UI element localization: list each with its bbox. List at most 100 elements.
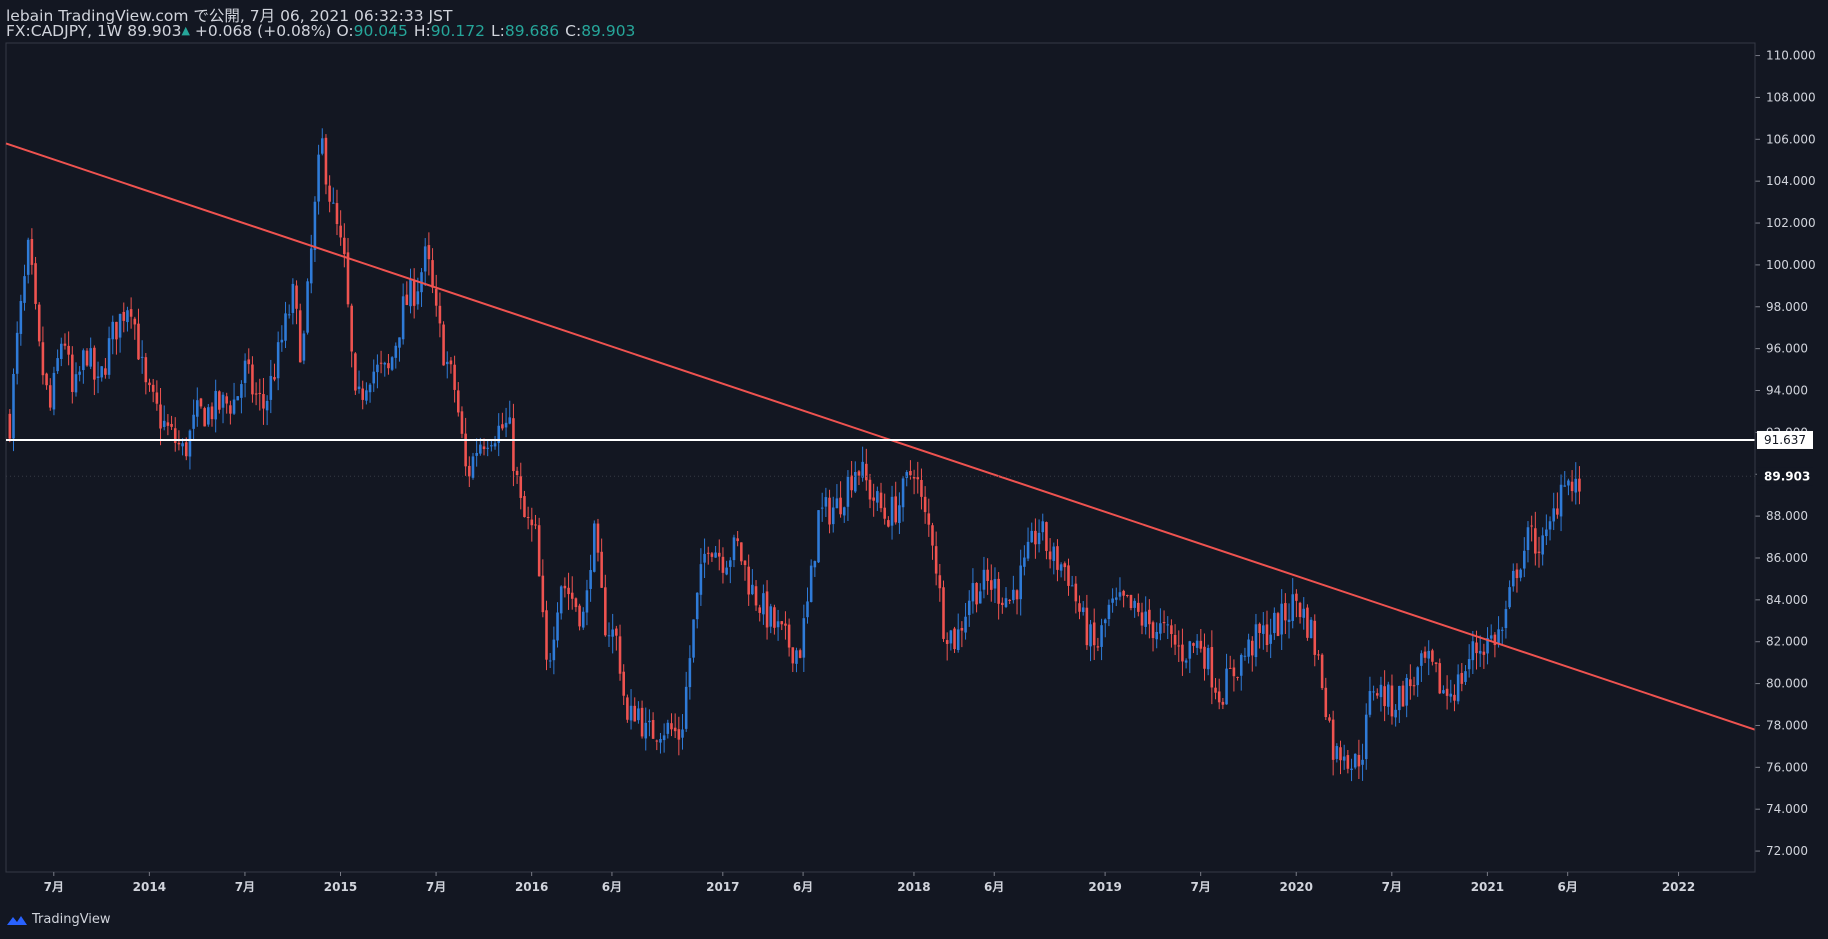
candle-body xyxy=(890,496,894,526)
candle-body xyxy=(1236,676,1239,678)
candle-body xyxy=(262,394,265,409)
candle-body xyxy=(541,575,545,613)
candle-body xyxy=(1287,619,1291,622)
candle-body xyxy=(1265,624,1269,646)
candle-body xyxy=(434,289,438,306)
candle-body xyxy=(1342,756,1346,761)
candle-body xyxy=(681,729,684,738)
candle-body xyxy=(931,525,934,546)
candle-body xyxy=(1335,746,1339,759)
candle-body xyxy=(129,309,133,317)
publish-info: lebain TradingView.com で公開, 7月 06, 2021 … xyxy=(6,4,452,26)
candle-body xyxy=(1387,684,1390,707)
candle-body xyxy=(177,442,181,445)
candle-body xyxy=(923,496,927,513)
time-tick-label: 2019 xyxy=(1088,880,1121,894)
candle-body xyxy=(1173,634,1177,645)
candle-body xyxy=(563,585,567,589)
time-axis[interactable]: 7月 2014 7月 2015 7月 2016 6月 2017 6月 2018 6月 2019 7月 20… xyxy=(44,872,1696,894)
candle-body xyxy=(721,556,725,573)
symbol-name[interactable]: FX:CADJPY, 1W xyxy=(6,22,123,40)
candle-body xyxy=(559,586,563,614)
candle-body xyxy=(949,630,953,644)
candle-body xyxy=(898,505,901,523)
candle-body xyxy=(530,519,534,526)
candle-body xyxy=(416,291,420,305)
candle-body xyxy=(802,618,806,658)
candle-body xyxy=(383,362,387,365)
price-tick-label: 108.000 xyxy=(1766,90,1816,104)
time-tick-label: 7月 xyxy=(426,880,446,894)
candle-body xyxy=(1144,611,1147,627)
candle-body xyxy=(695,592,699,620)
candle-body xyxy=(1339,747,1342,761)
candle-body xyxy=(486,447,489,449)
candle-body xyxy=(1155,631,1158,640)
candle-body xyxy=(883,507,886,519)
candle-body xyxy=(1438,663,1442,694)
candle-body xyxy=(1151,622,1155,639)
candle-body xyxy=(1431,650,1434,662)
candle-body xyxy=(273,377,276,380)
candle-body xyxy=(754,586,758,606)
candle-body xyxy=(490,445,493,447)
candle-body xyxy=(354,353,357,391)
candle-body xyxy=(1537,551,1541,553)
candle-body xyxy=(56,358,59,372)
candle-body xyxy=(63,343,67,346)
candle-body xyxy=(1074,583,1078,602)
price-tick-label: 82.000 xyxy=(1766,635,1808,649)
candle-body xyxy=(188,430,192,457)
candle-body xyxy=(1122,590,1125,596)
candle-body xyxy=(714,552,717,558)
candle-body xyxy=(1508,587,1511,608)
candle-body xyxy=(1504,609,1508,629)
candle-body xyxy=(140,356,144,358)
candle-body xyxy=(1331,719,1335,760)
candle-body xyxy=(30,238,34,265)
candle-body xyxy=(659,739,662,743)
candle-body xyxy=(1210,647,1214,688)
candle-body xyxy=(1284,603,1287,621)
time-tick-label: 2017 xyxy=(706,880,739,894)
candle-body xyxy=(144,357,148,383)
time-tick-label: 7月 xyxy=(44,880,64,894)
candle-body xyxy=(688,658,692,688)
candle-body xyxy=(1328,717,1331,721)
candle-body xyxy=(1471,641,1475,661)
candle-body xyxy=(894,496,898,523)
tradingview-watermark[interactable]: TradingView xyxy=(6,912,111,927)
price-tick-label: 86.000 xyxy=(1766,551,1808,565)
candle-body xyxy=(453,364,456,390)
candle-body xyxy=(993,579,997,589)
candle-body xyxy=(1453,694,1456,701)
candle-body xyxy=(1464,671,1467,682)
candle-body xyxy=(243,360,247,383)
candle-body xyxy=(637,708,640,721)
candle-body xyxy=(699,564,703,595)
last-price-label: 89.903 xyxy=(1764,469,1810,483)
candle-body xyxy=(324,137,328,185)
candle-body xyxy=(159,404,162,429)
trendline[interactable] xyxy=(5,142,1756,731)
candle-body xyxy=(26,239,30,275)
candle-body xyxy=(1350,768,1353,771)
candle-body xyxy=(247,359,251,365)
candle-body xyxy=(1306,607,1309,638)
candle-body xyxy=(1034,530,1037,545)
candle-body xyxy=(118,313,122,338)
candle-body xyxy=(1262,625,1265,634)
price-axis[interactable]: 110.000 108.000 106.000 104.000 102.000 100.0… xyxy=(1754,43,1816,872)
price-tick-label: 72.000 xyxy=(1766,844,1808,858)
candle-body xyxy=(423,246,427,272)
candle-body xyxy=(1228,667,1232,669)
candle-body xyxy=(784,623,787,626)
candle-body xyxy=(365,390,368,401)
candle-body xyxy=(1541,535,1544,555)
candle-body xyxy=(196,400,199,417)
tradingview-logo-icon xyxy=(7,915,27,925)
candle-body xyxy=(471,456,475,478)
symbol-legend[interactable]: FX:CADJPY, 1W 89.903▲ +0.068 (+0.08%) O:90… xyxy=(6,22,641,40)
candle-body xyxy=(71,354,74,392)
